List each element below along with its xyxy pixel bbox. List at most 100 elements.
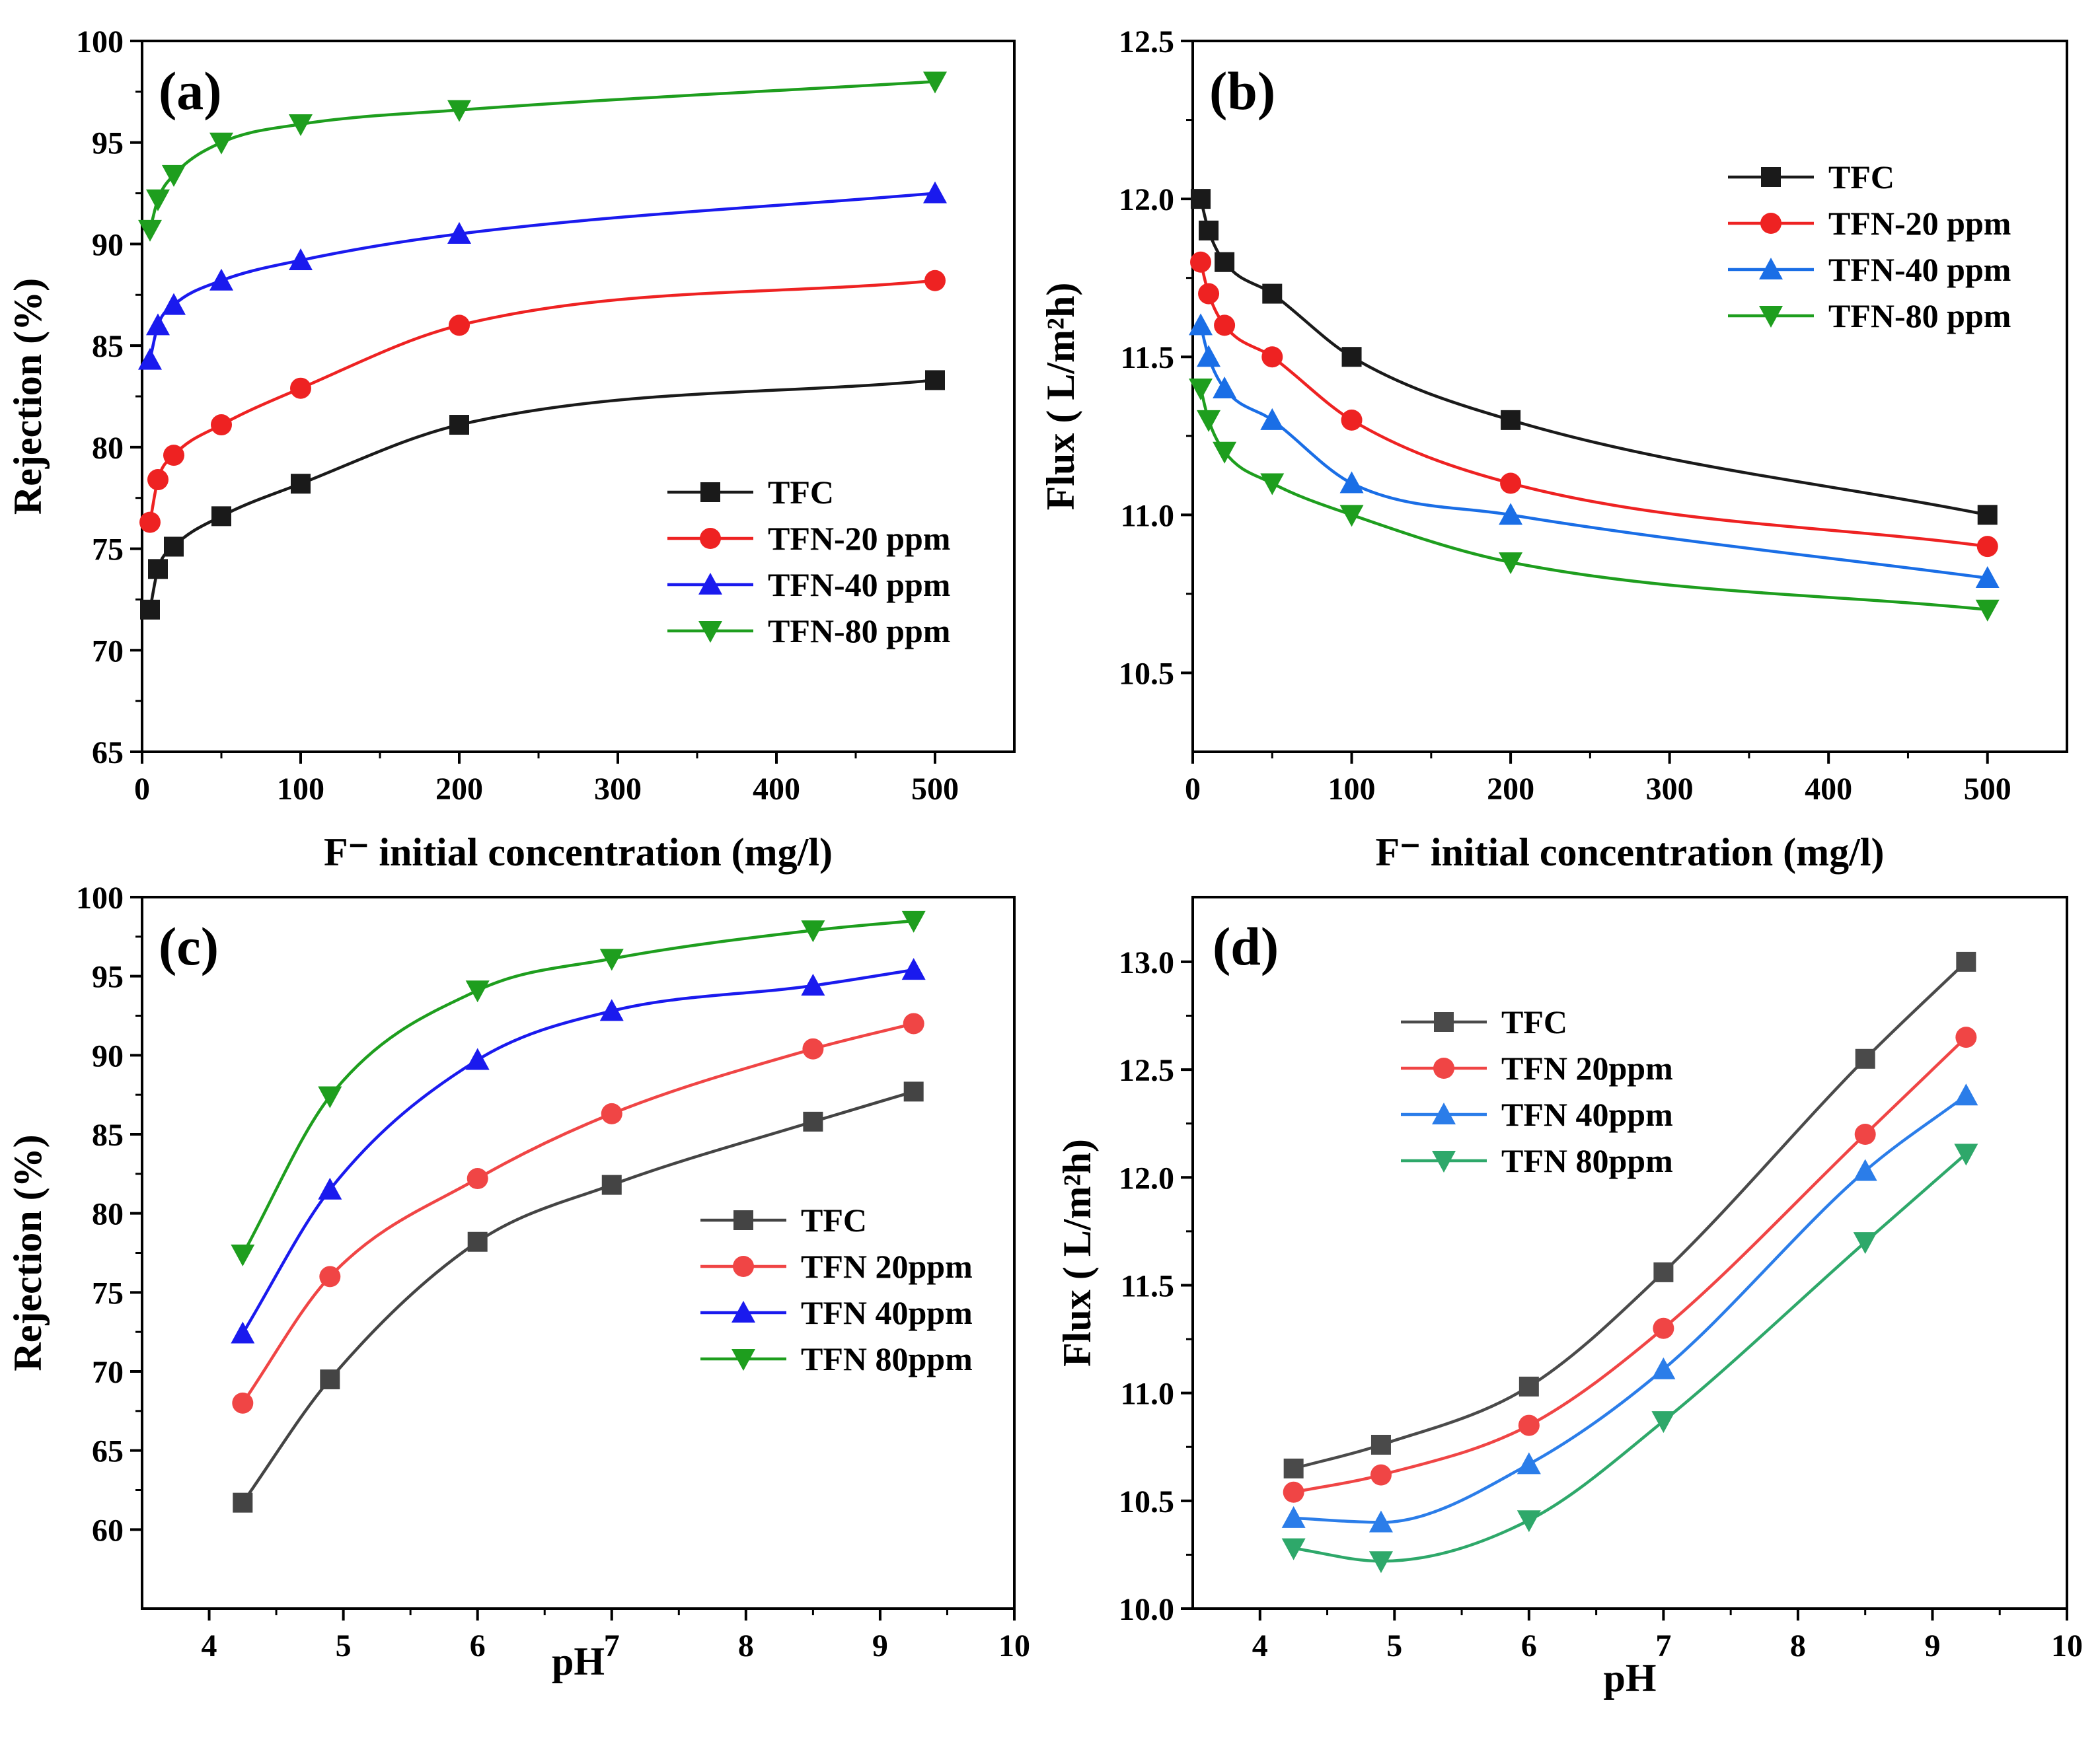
chart-a-legend-label: TFC — [768, 474, 834, 511]
chart-b-series-2 — [1189, 313, 2000, 588]
chart-a-series-3 — [138, 71, 947, 242]
chart-d-y-axis-title: Flux ( L/m²h) — [1055, 1139, 1099, 1367]
chart-d-legend-label: TFN 40ppm — [1501, 1096, 1673, 1133]
chart-c-y-tick-label: 90 — [92, 1039, 124, 1074]
chart-a-series-0-point — [164, 536, 184, 557]
chart-a-legend-marker — [698, 621, 722, 643]
chart-c-legend-marker — [733, 1210, 753, 1230]
chart-c-y-tick-label: 100 — [76, 881, 124, 916]
chart-d-series-2-point — [1281, 1506, 1306, 1528]
chart-d-series-3-point — [1853, 1232, 1877, 1255]
chart-d-series-2-point — [1651, 1357, 1676, 1379]
chart-a-legend-label: TFN-20 ppm — [768, 520, 950, 557]
chart-d-series-1-point — [1283, 1481, 1304, 1503]
chart-a-series-3-point — [447, 100, 471, 122]
chart-a-panel-label: (a) — [159, 61, 222, 121]
chart-c-series-1-point — [903, 1013, 924, 1035]
chart-b-legend-marker — [1760, 213, 1781, 234]
chart-b-legend-label: TFN-40 ppm — [1828, 251, 2011, 288]
chart-c-legend-marker — [731, 1349, 755, 1371]
chart-b-series-1-point — [1261, 346, 1283, 368]
chart-c-series-1 — [232, 1013, 924, 1414]
chart-a-series-1-point — [290, 377, 311, 399]
chart-d-series-2-point — [1954, 1083, 1978, 1106]
chart-a-y-tick-label: 90 — [92, 227, 124, 262]
chart-b-series-2-point — [1260, 408, 1285, 430]
chart-d-series-0 — [1283, 951, 1976, 1478]
chart-b-series-1-point — [1190, 251, 1212, 273]
chart-c-panel-label: (c) — [159, 916, 219, 976]
chart-a-series-1-point — [139, 511, 161, 533]
chart-d-series-0-point — [1855, 1048, 1875, 1069]
chart-b-legend-label: TFN-80 ppm — [1828, 297, 2011, 334]
chart-c-x-tick-label: 9 — [872, 1628, 888, 1663]
chart-d-x-tick-label: 5 — [1386, 1628, 1402, 1663]
chart-b-y-tick-label: 11.0 — [1121, 498, 1174, 533]
chart-c-series-2-point — [231, 1321, 255, 1344]
chart-a-legend-label: TFN-40 ppm — [768, 566, 950, 603]
chart-c-x-tick-label: 4 — [202, 1628, 217, 1663]
chart-c-series-3-point — [801, 920, 825, 943]
chart-d-x-tick-label: 9 — [1924, 1628, 1940, 1663]
chart-b-legend-label: TFC — [1828, 159, 1894, 196]
chart-c-series-1-point — [232, 1392, 254, 1414]
chart-a-series-1-point — [163, 445, 184, 466]
chart-c-legend-label: TFC — [801, 1202, 867, 1239]
chart-c-series-3-point — [231, 1244, 255, 1266]
chart-c-legend: TFC TFN 20ppm TFN 40ppm TFN 80ppm — [700, 1202, 973, 1377]
chart-d-y-tick-label: 13.0 — [1119, 945, 1174, 980]
chart-b-legend-label: TFN-20 ppm — [1828, 205, 2011, 242]
chart-b-x-tick-label: 300 — [1646, 772, 1694, 807]
chart-d-series-0-point — [1283, 1458, 1304, 1478]
chart-b-y-tick-label: 11.5 — [1121, 340, 1174, 375]
chart-d-frame — [1191, 896, 2068, 1610]
chart-b-x-tick-label: 200 — [1487, 772, 1534, 807]
chart-b-series-2-point — [1499, 503, 1523, 525]
chart-c-series-0 — [233, 1081, 924, 1513]
chart-b-x-tick-label: 400 — [1805, 772, 1852, 807]
chart-d-series-1-point — [1370, 1464, 1392, 1486]
chart-d-x-tick-label: 10 — [2051, 1628, 2083, 1663]
chart-d: 4 5 6 7 8 9 10 10.0 10.5 11.0 11.5 12.0 12.5 13.0 pH Fl… — [1055, 896, 2083, 1700]
chart-a-series-2-point — [289, 248, 313, 271]
chart-c-series-0-point — [320, 1369, 340, 1389]
chart-c-legend-label: TFN 40ppm — [801, 1294, 973, 1331]
chart-b: 0 100 200 300 400 500 10.5 11.0 11.5 12.0 12.5 F⁻ i… — [1039, 24, 2068, 874]
chart-c-series-0-point — [903, 1081, 924, 1102]
chart-a-series-1-point — [449, 314, 470, 336]
chart-c-x-tick-label: 7 — [604, 1628, 620, 1663]
chart-c-y-tick-label: 60 — [92, 1513, 124, 1548]
chart-d-series-1 — [1283, 1027, 1977, 1503]
chart-d-y-tick-label: 12.0 — [1119, 1161, 1174, 1196]
chart-c-series-2-point — [901, 958, 926, 980]
chart-c-series-1-point — [467, 1168, 488, 1190]
chart-b-y-axis-title: Flux ( L/m²h) — [1039, 283, 1082, 511]
chart-a-y-tick-label: 100 — [76, 24, 124, 59]
chart-d-y-tick-label: 11.5 — [1121, 1268, 1174, 1303]
chart-d-series-0-point — [1956, 951, 1976, 972]
chart-b-legend-marker — [1759, 258, 1783, 279]
chart-a-series-1-point — [147, 469, 169, 491]
chart-a-series-0-point — [140, 599, 160, 620]
chart-c-series-2-point — [318, 1177, 342, 1200]
chart-b-series-3-point — [1260, 473, 1285, 495]
chart-a-y-tick-label: 70 — [92, 634, 124, 669]
chart-c-x-tick-label: 8 — [738, 1628, 754, 1663]
chart-a-series-0-point — [211, 506, 231, 527]
chart-a-legend-marker — [700, 482, 720, 502]
chart-b-series-2-point — [1213, 377, 1237, 399]
chart-d-panel-label: (d) — [1213, 916, 1279, 976]
chart-b-y-tick-label: 12.5 — [1119, 24, 1174, 59]
chart-a-series-3-point — [209, 132, 233, 155]
chart-b-x-tick-label: 500 — [1964, 772, 2011, 807]
chart-c-legend-marker — [733, 1256, 754, 1277]
chart-b-series-0-point — [1977, 505, 1998, 525]
chart-a-series-0 — [140, 370, 945, 620]
chart-a-x-tick-label: 300 — [594, 772, 642, 807]
chart-d-series-3-point — [1651, 1411, 1676, 1434]
chart-b-legend: TFC TFN-20 ppm TFN-40 ppm TFN-80 ppm — [1728, 159, 2011, 334]
chart-d-y-tick-label: 11.0 — [1121, 1377, 1174, 1412]
chart-a-x-tick-label: 500 — [911, 772, 959, 807]
chart-b-x-tick-label: 100 — [1328, 772, 1376, 807]
chart-c-legend-label: TFN 20ppm — [801, 1248, 973, 1285]
